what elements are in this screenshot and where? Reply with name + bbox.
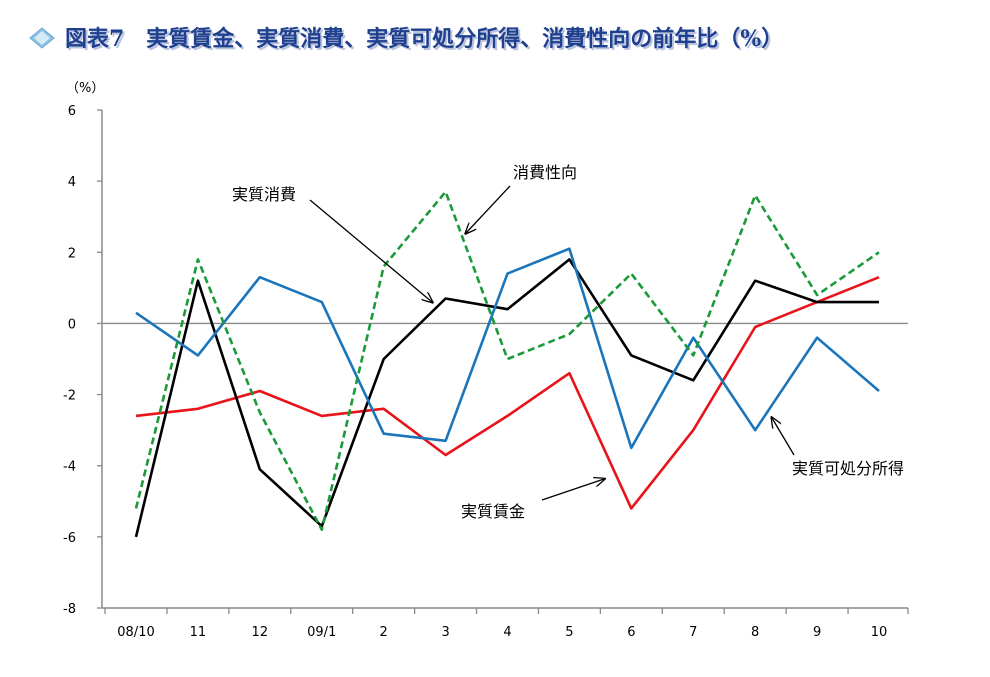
y-tick-label: -8 — [63, 602, 76, 617]
annotation-arrow-jisshitsu-shohi — [309, 199, 432, 302]
annotation-arrow-kashobun-shotoku — [772, 418, 795, 456]
chart-title-shadow: 図表7 実質賃金、実質消費、実質可処分所得、消費性向の前年比（%） — [67, 28, 785, 54]
x-tick-label: 7 — [689, 625, 697, 640]
y-tick-label: 0 — [68, 317, 76, 332]
y-tick-label: 2 — [68, 246, 76, 261]
x-tick-label: 5 — [565, 625, 573, 640]
chart-series — [134, 190, 880, 538]
x-tick-label: 08/10 — [117, 625, 154, 640]
y-axis-unit-label: （%） — [66, 81, 104, 96]
chart-title: 図表7 実質賃金、実質消費、実質可処分所得、消費性向の前年比（%） 図表7 実質… — [29, 26, 785, 54]
y-tick-label: -2 — [63, 389, 76, 404]
x-tick-label: 12 — [252, 625, 269, 640]
x-tick-label: 3 — [441, 625, 449, 640]
x-tick-label: 4 — [503, 625, 511, 640]
chart-annotations: 実質消費 消費性向 実質可処分所得 実質賃金 — [232, 163, 904, 521]
series-line-4 — [134, 190, 880, 532]
x-tick-label: 9 — [813, 625, 821, 640]
x-tick-label: 6 — [627, 625, 635, 640]
x-tick-label: 10 — [871, 625, 888, 640]
annotation-label-jisshitsu-chingin: 実質賃金 — [461, 502, 525, 521]
annotation-label-kashobun-shotoku: 実質可処分所得 — [792, 459, 904, 478]
y-tick-label: 6 — [68, 104, 76, 119]
x-tick-label: 8 — [751, 625, 759, 640]
chart-title-text: 図表7 実質賃金、実質消費、実質可処分所得、消費性向の前年比（%） — [65, 26, 783, 52]
y-tick-label: -6 — [63, 531, 76, 546]
annotation-label-shohi-seiko: 消費性向 — [513, 163, 577, 182]
y-tick-label: -4 — [63, 460, 76, 475]
annotation-arrow-shohi-seiko — [466, 185, 511, 233]
x-tick-label: 11 — [190, 625, 207, 640]
chart-axes: 6 4 2 0 -2 -4 -6 -8 08/10 11 12 09/1 2 3 4 5 6 7 8 9 10 — [63, 104, 909, 640]
y-tick-label: 4 — [68, 175, 76, 190]
annotation-arrow-jisshitsu-chingin — [541, 479, 604, 501]
title-diamond-shine — [34, 31, 50, 45]
x-tick-label: 2 — [380, 625, 388, 640]
series-line-1 — [135, 275, 880, 510]
x-tick-label: 09/1 — [307, 625, 336, 640]
annotation-label-jisshitsu-shohi: 実質消費 — [232, 185, 296, 204]
series-line-2 — [134, 258, 879, 538]
series-line-3 — [135, 247, 880, 450]
